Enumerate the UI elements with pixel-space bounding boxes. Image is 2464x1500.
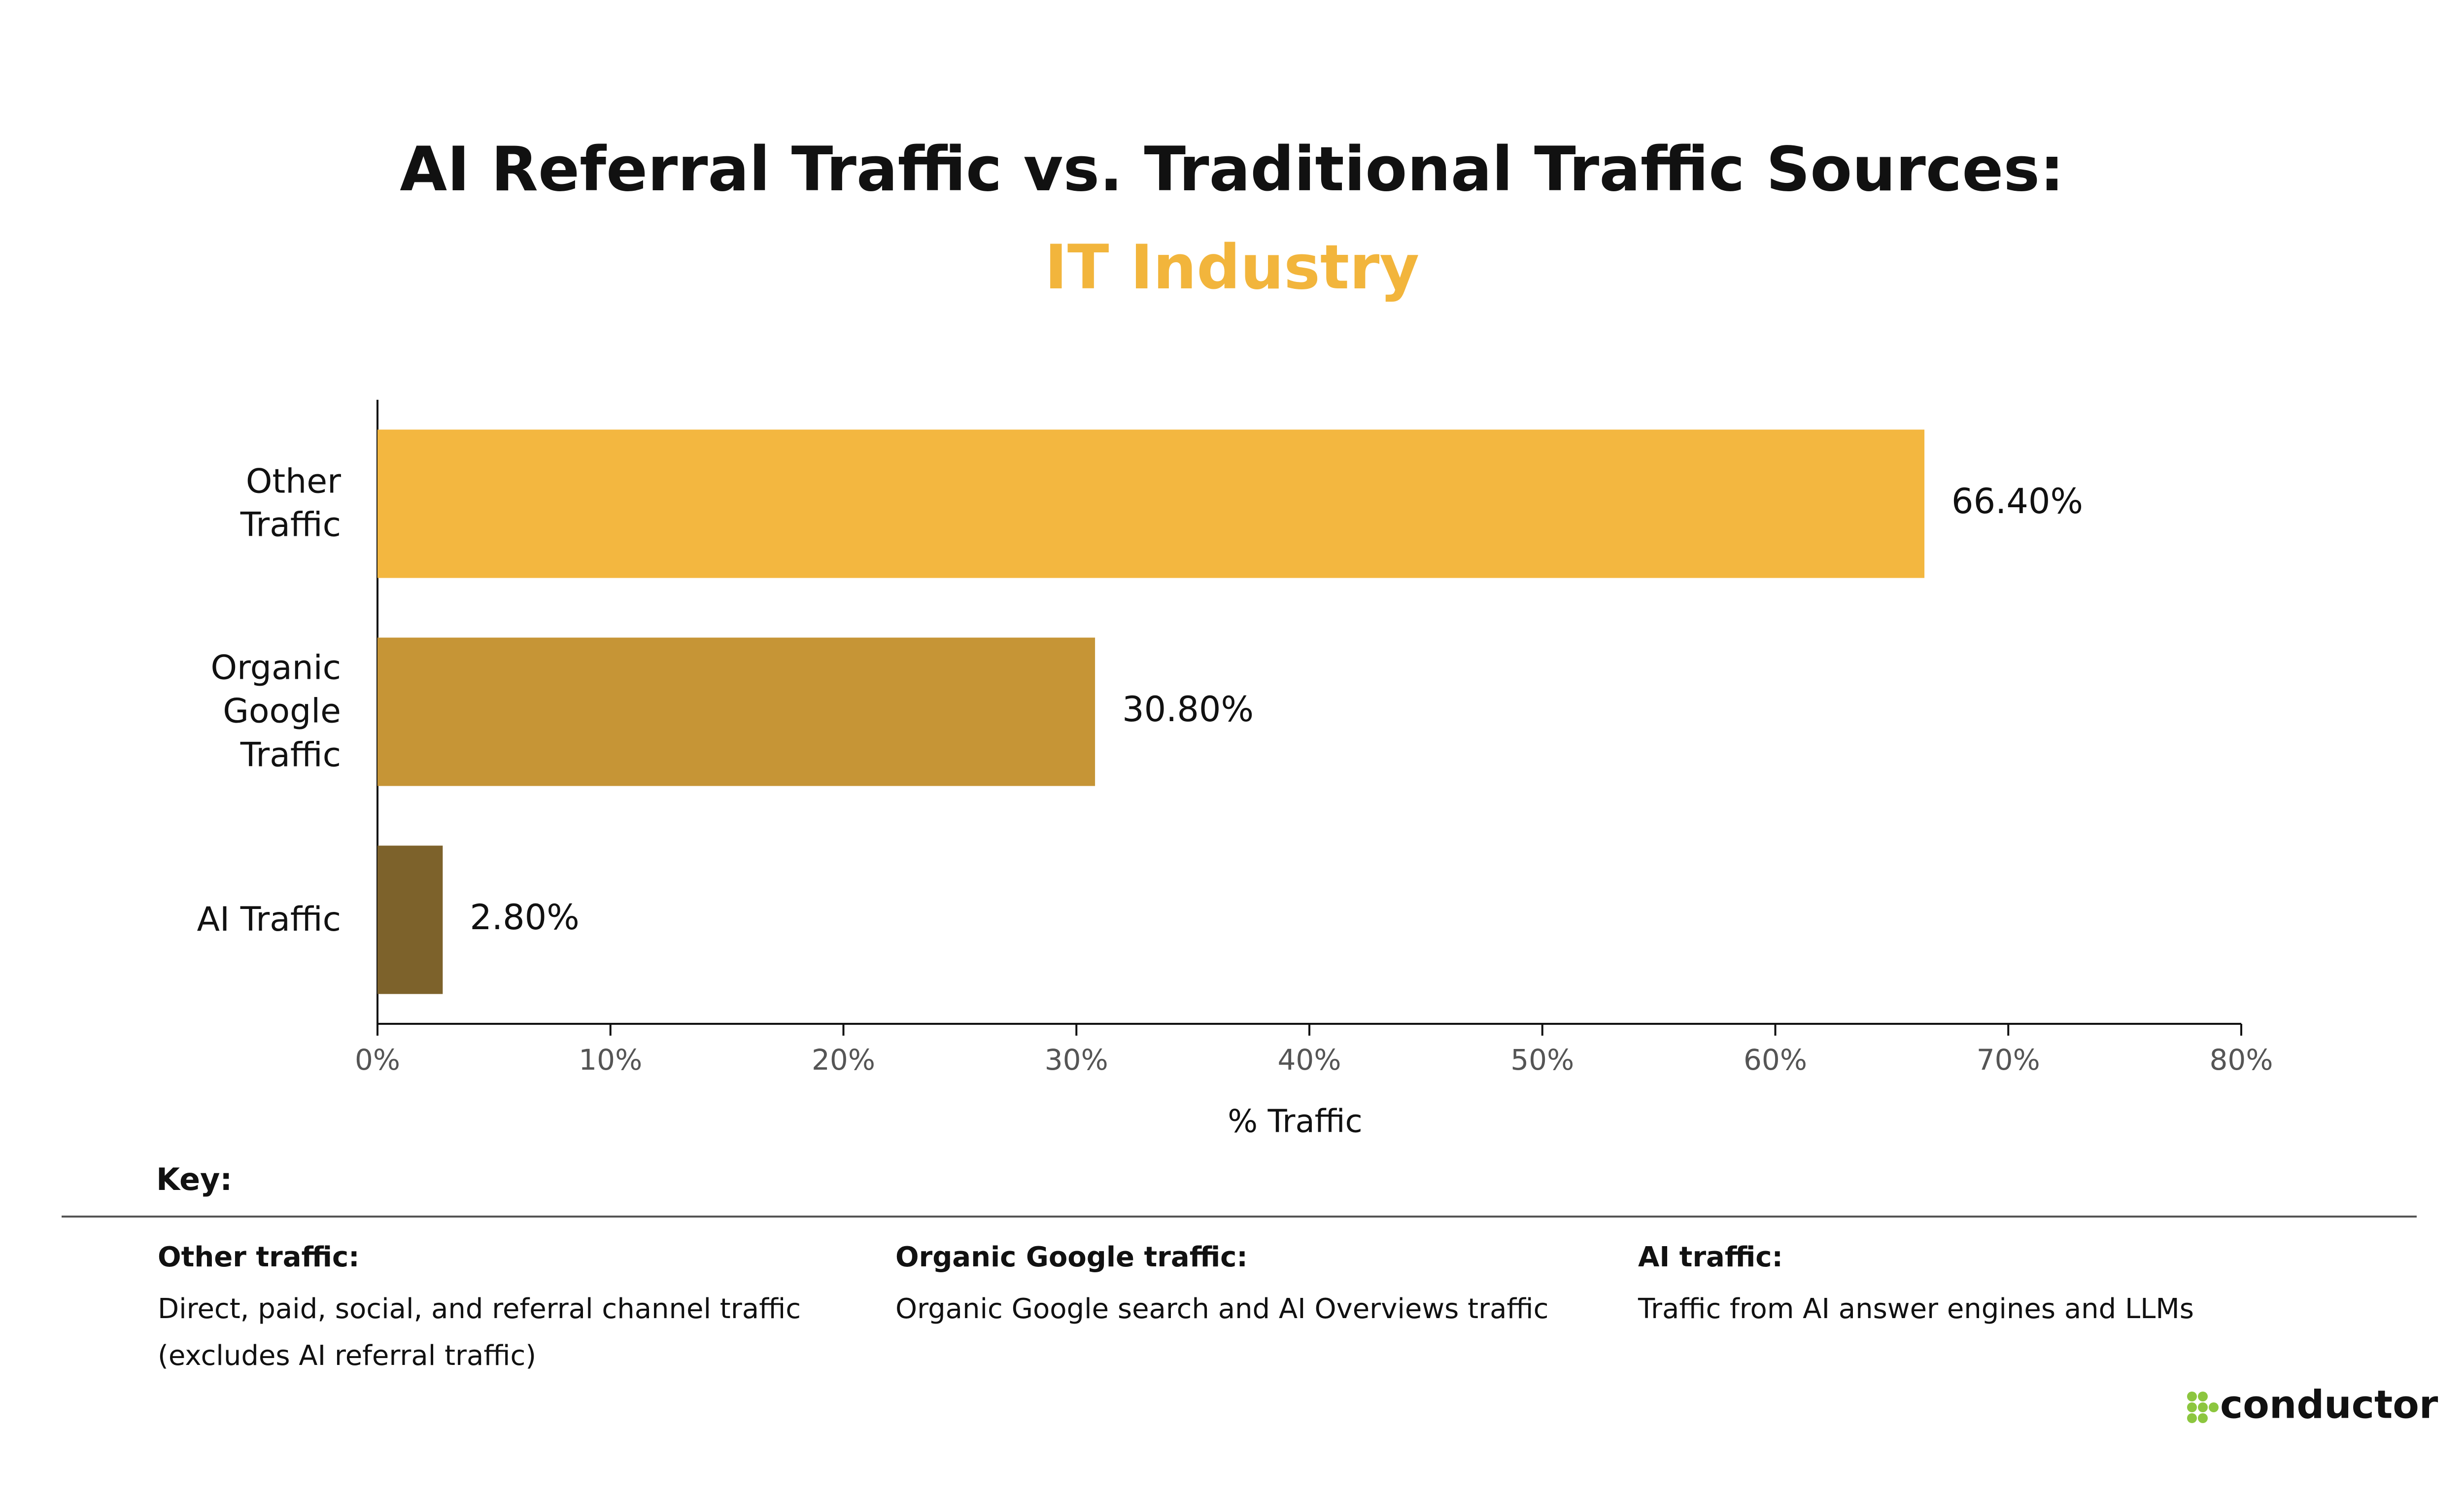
key-item-description: Direct, paid, social, and referral chann… xyxy=(158,1293,801,1372)
x-axis-label: % Traffic xyxy=(1228,1104,1362,1140)
x-tick-label: 30% xyxy=(1045,1043,1108,1077)
bar xyxy=(377,429,1925,578)
x-tick-label: 70% xyxy=(1977,1043,2040,1077)
key-title: Key: xyxy=(156,1161,232,1197)
key-item-title: Organic Google traffic: xyxy=(895,1241,1248,1273)
brand-name: conductor xyxy=(2220,1383,2438,1427)
chart-subtitle: IT Industry xyxy=(1045,232,1419,303)
bar xyxy=(377,637,1095,786)
key-item-title: AI traffic: xyxy=(1638,1241,1783,1273)
y-tick-label: AI Traffic xyxy=(197,900,342,939)
x-tick-label: 40% xyxy=(1278,1043,1341,1077)
y-tick-label: Organic Google Traffic xyxy=(210,648,342,775)
x-tick-label: 20% xyxy=(812,1043,875,1077)
key-item-description: Traffic from AI answer engines and LLMs xyxy=(1638,1293,2194,1325)
y-tick-label: Other Traffic xyxy=(240,462,341,545)
bar xyxy=(377,845,443,994)
key-item-description: Organic Google search and AI Overviews t… xyxy=(895,1293,1549,1325)
value-label: 66.40% xyxy=(1951,481,2083,522)
x-tick-label: 0% xyxy=(355,1043,400,1077)
x-tick-label: 60% xyxy=(1744,1043,1807,1077)
value-label: 30.80% xyxy=(1122,689,1254,730)
x-tick-label: 50% xyxy=(1510,1043,1574,1077)
x-tick-label: 80% xyxy=(2210,1043,2273,1077)
chart-title: AI Referral Traffic vs. Traditional Traf… xyxy=(400,134,2064,205)
brand-logo-icon xyxy=(2187,1392,2219,1423)
value-label: 2.80% xyxy=(470,897,579,938)
key-item-title: Other traffic: xyxy=(158,1241,360,1273)
x-tick-label: 10% xyxy=(579,1043,642,1077)
